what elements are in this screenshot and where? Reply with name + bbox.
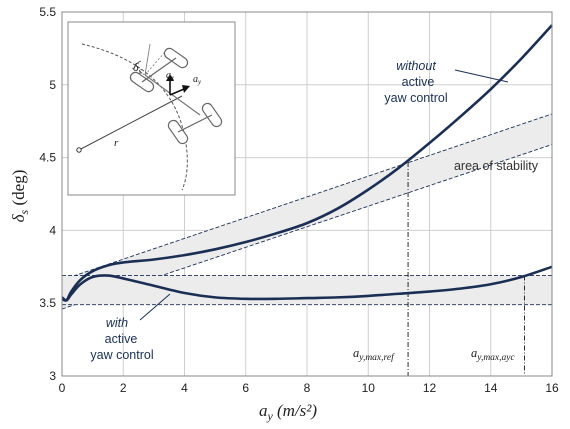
delta-label: δ [133, 60, 139, 74]
x-tick-label-4: 8 [304, 381, 311, 395]
delta-sub: s [139, 66, 143, 76]
ay-arrow [169, 88, 185, 96]
marker-ayc-label: a [471, 346, 477, 360]
ax-label: a [166, 70, 171, 81]
x-tick-label-3: 6 [242, 381, 249, 395]
steer-dir-line [144, 51, 166, 76]
svg-text:ay,max,ayc: ay,max,ayc [471, 346, 515, 363]
with-label-line2: active [105, 332, 138, 346]
plot-frame [61, 11, 553, 377]
area-of-stability-label: area of stability [454, 159, 539, 173]
without-label-line2: active [402, 75, 435, 89]
x-tick-label-0: 0 [59, 381, 66, 395]
without-label-line3: yaw control [384, 91, 447, 105]
marker-ref-label: a [353, 346, 359, 360]
y-tick-label-4: 5 [49, 78, 56, 92]
turn-center [76, 147, 82, 153]
x-tick-label-5: 10 [362, 381, 376, 395]
marker-ayc-sub: y,max,ayc [476, 353, 515, 363]
svg-text:ay,max,ref: ay,max,ref [353, 346, 395, 363]
x-tick-label-1: 2 [120, 381, 127, 395]
ax-sub: x [170, 74, 175, 82]
x-tick-label-8: 16 [545, 381, 559, 395]
ay-sub: y [197, 78, 202, 86]
series-line-0 [61, 24, 553, 302]
band-upper-edge-0 [61, 113, 553, 281]
x-axis-label: ay (m/s²) [259, 401, 317, 423]
axis-extension [131, 67, 146, 76]
vehicle-axis [144, 74, 201, 116]
x-tick-label-2: 4 [181, 381, 188, 395]
steer-angle-arc [133, 60, 142, 69]
radius-line [78, 95, 183, 151]
x-tick-label-7: 14 [484, 381, 498, 395]
x-tick-label-6: 12 [423, 381, 437, 395]
without-label: without [396, 59, 436, 73]
with-leader-line [139, 293, 171, 321]
annotations: without active yaw control area of stabi… [90, 59, 538, 363]
with-label-line3: yaw control [90, 348, 153, 362]
front-axle [141, 57, 177, 83]
rear-axle [177, 114, 213, 133]
stability-bands [61, 113, 553, 310]
y-tick-label-1: 3.5 [39, 296, 56, 310]
series-line-1 [61, 265, 553, 302]
y-tick-label-0: 3 [49, 369, 56, 383]
svg-text:ax: ax [166, 70, 175, 82]
with-label: with [106, 316, 128, 330]
limit-guides [407, 161, 525, 376]
marker-ref-sub: y,max,ref [358, 352, 395, 363]
trajectory-arc [81, 43, 188, 191]
band-fill-1 [62, 275, 552, 305]
y-tick-labels: 3 3.5 4 4.5 5 5.5 [39, 5, 56, 383]
y-tick-label-2: 4 [49, 223, 56, 237]
svg-text:δs: δs [133, 60, 143, 76]
band-fill-0 [62, 113, 552, 310]
y-tick-label-3: 4.5 [39, 151, 56, 165]
x-tick-labels: 0 2 4 6 8 10 12 14 16 [59, 381, 559, 395]
y-axis-label: δs (deg) [9, 170, 31, 223]
steer-ref-line [144, 43, 151, 76]
svg-text:ay: ay [193, 74, 202, 86]
radius-label: r [114, 137, 119, 149]
without-leader-line [454, 69, 509, 83]
y-tick-label-5: 5.5 [39, 5, 56, 19]
data-series [61, 24, 553, 302]
ay-label: a [193, 74, 198, 85]
inset-vehicle-diagram: δs ax ay r [67, 21, 236, 196]
